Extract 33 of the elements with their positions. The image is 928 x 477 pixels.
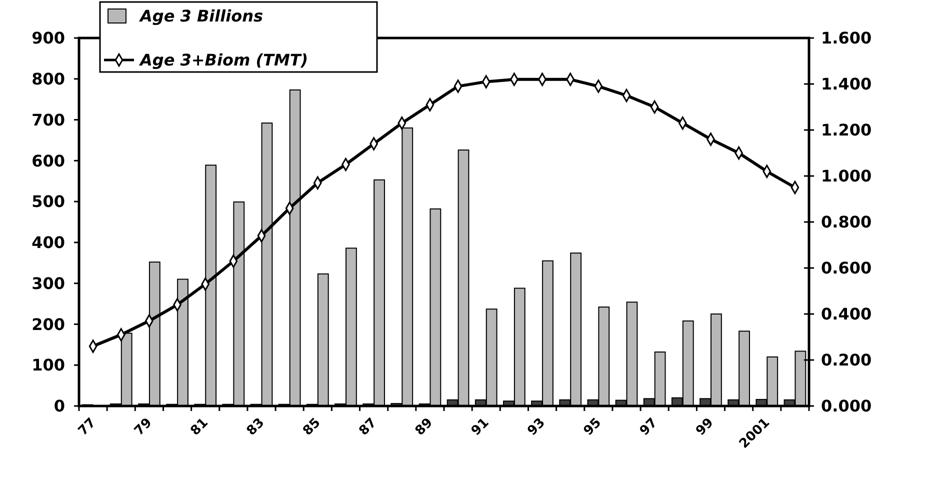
x-tick-label: 83 — [244, 415, 268, 439]
x-tick-label: 95 — [581, 415, 604, 439]
x-tick-label: 77 — [76, 415, 100, 439]
y2-tick-label: 1.200 — [821, 120, 872, 140]
y2-tick-label: 1.400 — [821, 74, 872, 94]
x-tick-label: 97 — [637, 415, 661, 439]
x-tick-label: 89 — [412, 415, 436, 439]
y2-tick-label: 0.600 — [821, 258, 872, 278]
legend-label: Age 3+Biom (TMT) — [138, 50, 308, 70]
y-tick-label: 500 — [32, 192, 65, 212]
y2-tick-label: 1.600 — [821, 28, 872, 48]
y2-tick-label: 0.200 — [821, 350, 872, 370]
y-tick-label: 700 — [32, 110, 65, 130]
y-tick-label: 0 — [54, 396, 65, 416]
x-tick-label: 87 — [356, 415, 380, 439]
y-tick-label: 100 — [32, 356, 65, 375]
y-tick-label: 300 — [32, 274, 65, 293]
x-tick-label: 91 — [468, 415, 492, 439]
x-tick-label: 85 — [300, 415, 324, 439]
y2-tick-label: 1.000 — [821, 166, 872, 186]
y-tick-label: 400 — [32, 233, 65, 252]
y-tick-label: 900 — [32, 28, 65, 48]
x-tick-label: 99 — [693, 415, 717, 439]
legend-label: Age 3 Billions — [138, 6, 263, 26]
x-tick-label: 79 — [132, 415, 156, 439]
x-tick-label: 93 — [524, 415, 548, 439]
y2-tick-label: 0.800 — [821, 212, 872, 232]
y-tick-label: 600 — [32, 151, 65, 170]
x-tick-label: 81 — [188, 415, 212, 439]
y2-tick-label: 0.000 — [821, 396, 872, 416]
y2-tick-label: 0.400 — [821, 304, 872, 324]
y-tick-label: 800 — [32, 69, 65, 88]
y-tick-label: 200 — [32, 314, 65, 334]
